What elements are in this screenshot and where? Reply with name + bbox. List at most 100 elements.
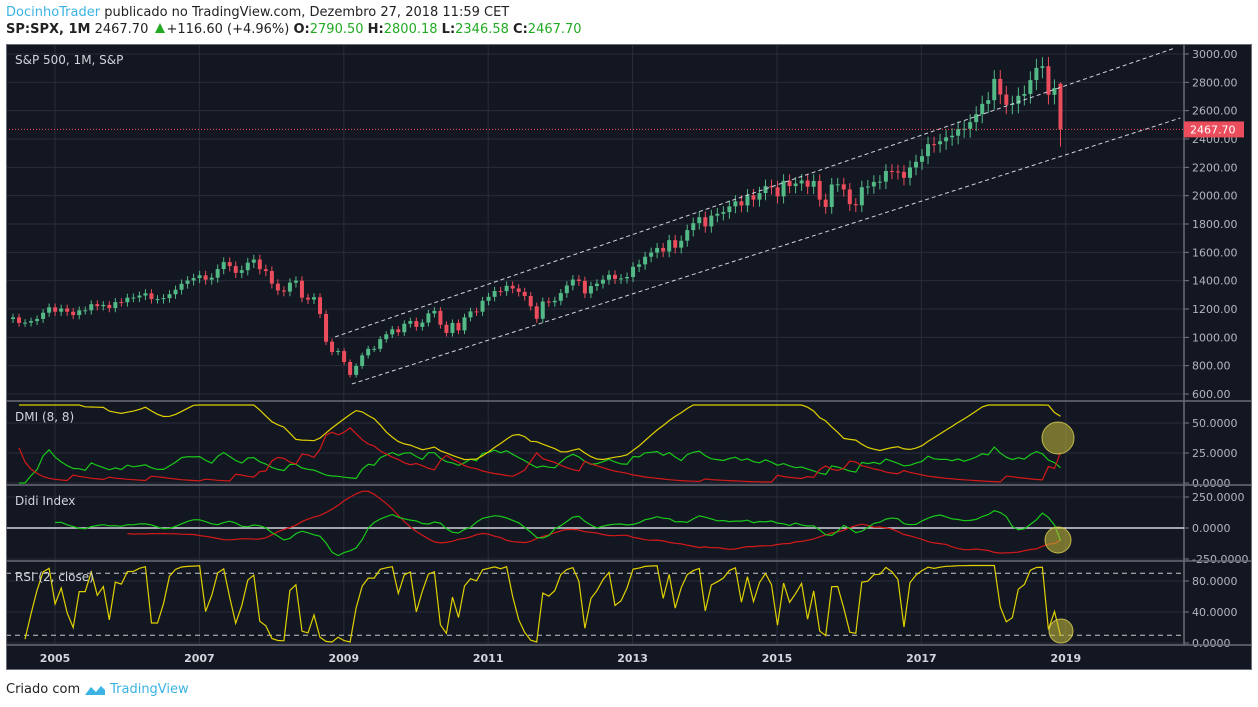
candle-body [679,240,684,248]
chart-area[interactable]: 2005 2007 2009 2011 2013 2015 2017 2019 3000.00 2… [6,44,1252,670]
candle-body [161,298,166,300]
candle-body [853,204,858,206]
candle-body [203,275,208,280]
tradingview-link[interactable]: TradingView [110,682,189,697]
candle-body [926,144,931,157]
candle-body [263,269,268,272]
candle-body [811,180,816,187]
candle-body [251,259,256,263]
candle-body [474,311,479,313]
candle-body [998,78,1003,95]
candle-body [757,193,762,200]
candle-body [871,181,876,187]
y-tick-label: 0.0000 [1192,477,1231,490]
candle-body [456,322,461,331]
chart-svg[interactable]: 2005 2007 2009 2011 2013 2015 2017 2019 3000.00 2… [6,44,1252,670]
x-tick-label: 2005 [40,652,71,665]
candle-body [793,183,798,187]
y-tick-label: 80.0000 [1192,575,1238,588]
candle-body [962,128,967,130]
candle-body [829,184,834,208]
y-tick-label: 600.00 [1192,388,1231,401]
didi-fast-line [55,510,1062,557]
candle-body [685,230,690,241]
rsi-pane-title: RSI (2, close) [15,570,94,584]
open-label: O: [293,22,310,37]
candle-body [534,306,539,319]
candle-body [582,280,587,294]
change: +116.60 (+4.96%) [166,22,290,37]
candle-body [23,322,28,324]
candle-body [510,285,515,289]
adx-line [19,404,1061,461]
candle-body [932,144,937,146]
candle-body [11,317,15,319]
candle-body [107,304,112,309]
candle-body [372,348,377,350]
main-pane-title: S&P 500, 1M, S&P [15,53,124,67]
candle-body [570,279,575,286]
candle-body [462,317,467,331]
candle-body [655,247,660,253]
candle-body [227,262,232,267]
candle-body [1016,95,1021,104]
candle-body [492,291,497,297]
candle-body [167,294,172,299]
y-tick-label: 1600.00 [1192,246,1238,259]
candle-body [649,252,654,257]
candle-body [901,171,906,178]
candle-body [558,293,563,301]
candle-body [101,304,106,307]
y-tick-label: 1000.00 [1192,331,1238,344]
candle-body [1022,93,1027,96]
candle-body [71,311,76,316]
y-tick-label: 2800.00 [1192,76,1238,89]
candle-body [841,184,846,190]
x-tick-label: 2013 [617,652,648,665]
tradingview-logo-icon [85,685,106,695]
candle-body [396,329,401,333]
author-link[interactable]: DocinhoTrader [6,5,101,20]
up-arrow-icon [154,23,165,33]
candle-body [522,291,527,296]
candle-body [600,279,605,284]
symbol: SP:SPX, 1M [6,22,91,37]
candle-body [281,290,286,292]
last-price-badge [1184,121,1244,138]
candle-body [420,322,425,327]
low-value: 2346.58 [455,22,509,37]
candle-body [697,217,702,224]
candle-body [938,141,943,145]
candle-body [709,215,714,227]
candle-body [606,274,611,280]
candle-body [625,276,630,279]
candle-body [504,285,509,292]
candle-body [968,122,973,129]
highlight-circle [1044,526,1072,554]
plus-di-line [19,446,1061,484]
x-tick-label: 2019 [1050,652,1081,665]
candle-body [739,201,744,206]
candle-body [239,270,244,273]
y-tick-label: 250.0000 [1192,491,1245,504]
y-tick-label: 2200.00 [1192,161,1238,174]
close-value: 2467.70 [527,22,582,37]
y-tick-label: 0.0000 [1192,637,1231,650]
candle-body [450,322,455,333]
candle-body [540,301,545,319]
channel-lower-trendline [351,117,1181,385]
x-tick-label: 2011 [473,652,504,665]
candle-body [799,180,804,184]
low-label: L: [441,22,456,37]
candle-body [89,304,94,311]
candle-body [1040,66,1045,68]
x-tick-label: 2017 [906,652,937,665]
candle-body [137,295,142,298]
candle-body [769,186,774,188]
x-tick-label: 2015 [762,652,793,665]
x-tick-label: 2009 [328,652,359,665]
candle-body [564,285,569,294]
candle-body [330,341,335,353]
candle-body [293,280,298,283]
candle-body [914,161,918,168]
